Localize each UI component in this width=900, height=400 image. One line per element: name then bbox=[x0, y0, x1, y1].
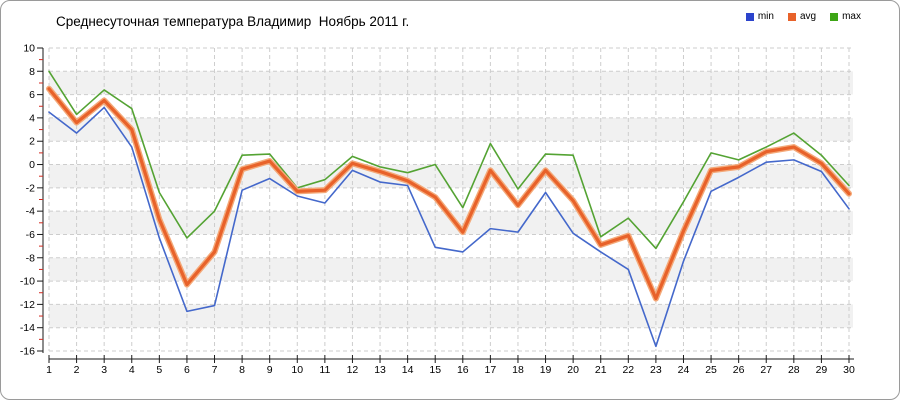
y-tick-label: 6 bbox=[29, 89, 35, 101]
legend-item-min: min bbox=[745, 11, 774, 22]
x-tick-label: 10 bbox=[291, 364, 303, 376]
x-tick-label: 16 bbox=[457, 364, 469, 376]
x-tick-label: 20 bbox=[567, 364, 579, 376]
y-tick-label: 4 bbox=[29, 112, 35, 124]
legend: min avg max bbox=[745, 11, 861, 22]
y-tick-label: 10 bbox=[23, 43, 35, 55]
x-tick-label: 9 bbox=[267, 364, 273, 376]
x-tick-label: 5 bbox=[156, 364, 162, 376]
legend-label: max bbox=[842, 11, 861, 22]
legend-swatch-icon-max bbox=[830, 13, 839, 21]
chart-title: Среднесуточная температура Владимир Нояб… bbox=[56, 14, 410, 29]
x-tick-label: 17 bbox=[485, 364, 497, 376]
x-tick-label: 19 bbox=[540, 364, 552, 376]
x-tick-label: 6 bbox=[184, 364, 190, 376]
x-tick-label: 11 bbox=[319, 364, 330, 376]
grid-vertical bbox=[48, 48, 850, 351]
x-tick-label: 30 bbox=[843, 364, 855, 376]
legend-label: min bbox=[757, 11, 774, 22]
x-tick-label: 7 bbox=[212, 364, 218, 376]
x-tick-label: 14 bbox=[402, 364, 414, 376]
y-tick-label: -6 bbox=[26, 229, 35, 241]
series-line-max bbox=[48, 70, 850, 250]
x-tick-label: 2 bbox=[74, 364, 80, 376]
x-tick-label: 27 bbox=[760, 364, 772, 376]
x-tick-label: 22 bbox=[622, 364, 634, 376]
legend-item-avg: avg bbox=[787, 11, 817, 22]
legend-swatch-icon-min bbox=[745, 13, 754, 21]
y-tick-label: -14 bbox=[20, 322, 35, 334]
x-tick-label: 13 bbox=[374, 364, 386, 376]
x-tick-label: 15 bbox=[429, 364, 441, 376]
x-tick-label: 28 bbox=[788, 364, 800, 376]
x-tick-label: 25 bbox=[705, 364, 717, 376]
x-tick-label: 3 bbox=[101, 364, 107, 376]
x-tick-label: 4 bbox=[129, 364, 135, 376]
y-tick-label: -16 bbox=[20, 346, 35, 358]
y-tick-label: -4 bbox=[26, 206, 35, 218]
legend-item-max: max bbox=[830, 12, 861, 22]
y-tick-label: 0 bbox=[29, 159, 35, 171]
x-tick-label: 21 bbox=[595, 364, 607, 376]
y-tick-label: -12 bbox=[20, 299, 35, 311]
y-tick-label: -2 bbox=[26, 182, 35, 194]
x-tick-label: 18 bbox=[512, 364, 524, 376]
y-tick-label: -8 bbox=[26, 252, 35, 264]
series-line-avg bbox=[47, 87, 851, 301]
x-tick-label: 26 bbox=[733, 364, 745, 376]
x-tick-label: 23 bbox=[650, 364, 662, 376]
plot-bands bbox=[49, 48, 853, 351]
y-tick-label: 8 bbox=[29, 66, 35, 78]
x-tick-label: 8 bbox=[239, 364, 245, 376]
series-line-min bbox=[48, 106, 850, 348]
x-tick-label: 24 bbox=[678, 364, 690, 376]
x-axis: 1 2 3 4 5 6 7 8 9 10 11 12 13 14 15 16 17 18 19 20 21 22 23 24 2… bbox=[46, 355, 855, 376]
x-tick-label: 29 bbox=[816, 364, 828, 376]
y-axis: 10 8 6 4 2 0 -2 -4 -6 -8 -10 -12 -14 -16 bbox=[20, 43, 44, 358]
y-tick-label: -10 bbox=[20, 276, 35, 288]
legend-swatch-icon-avg bbox=[787, 13, 796, 21]
x-tick-label: 1 bbox=[46, 364, 52, 376]
legend-label: avg bbox=[799, 11, 817, 22]
x-tick-label: 12 bbox=[347, 364, 359, 376]
y-tick-label: 2 bbox=[29, 136, 35, 148]
